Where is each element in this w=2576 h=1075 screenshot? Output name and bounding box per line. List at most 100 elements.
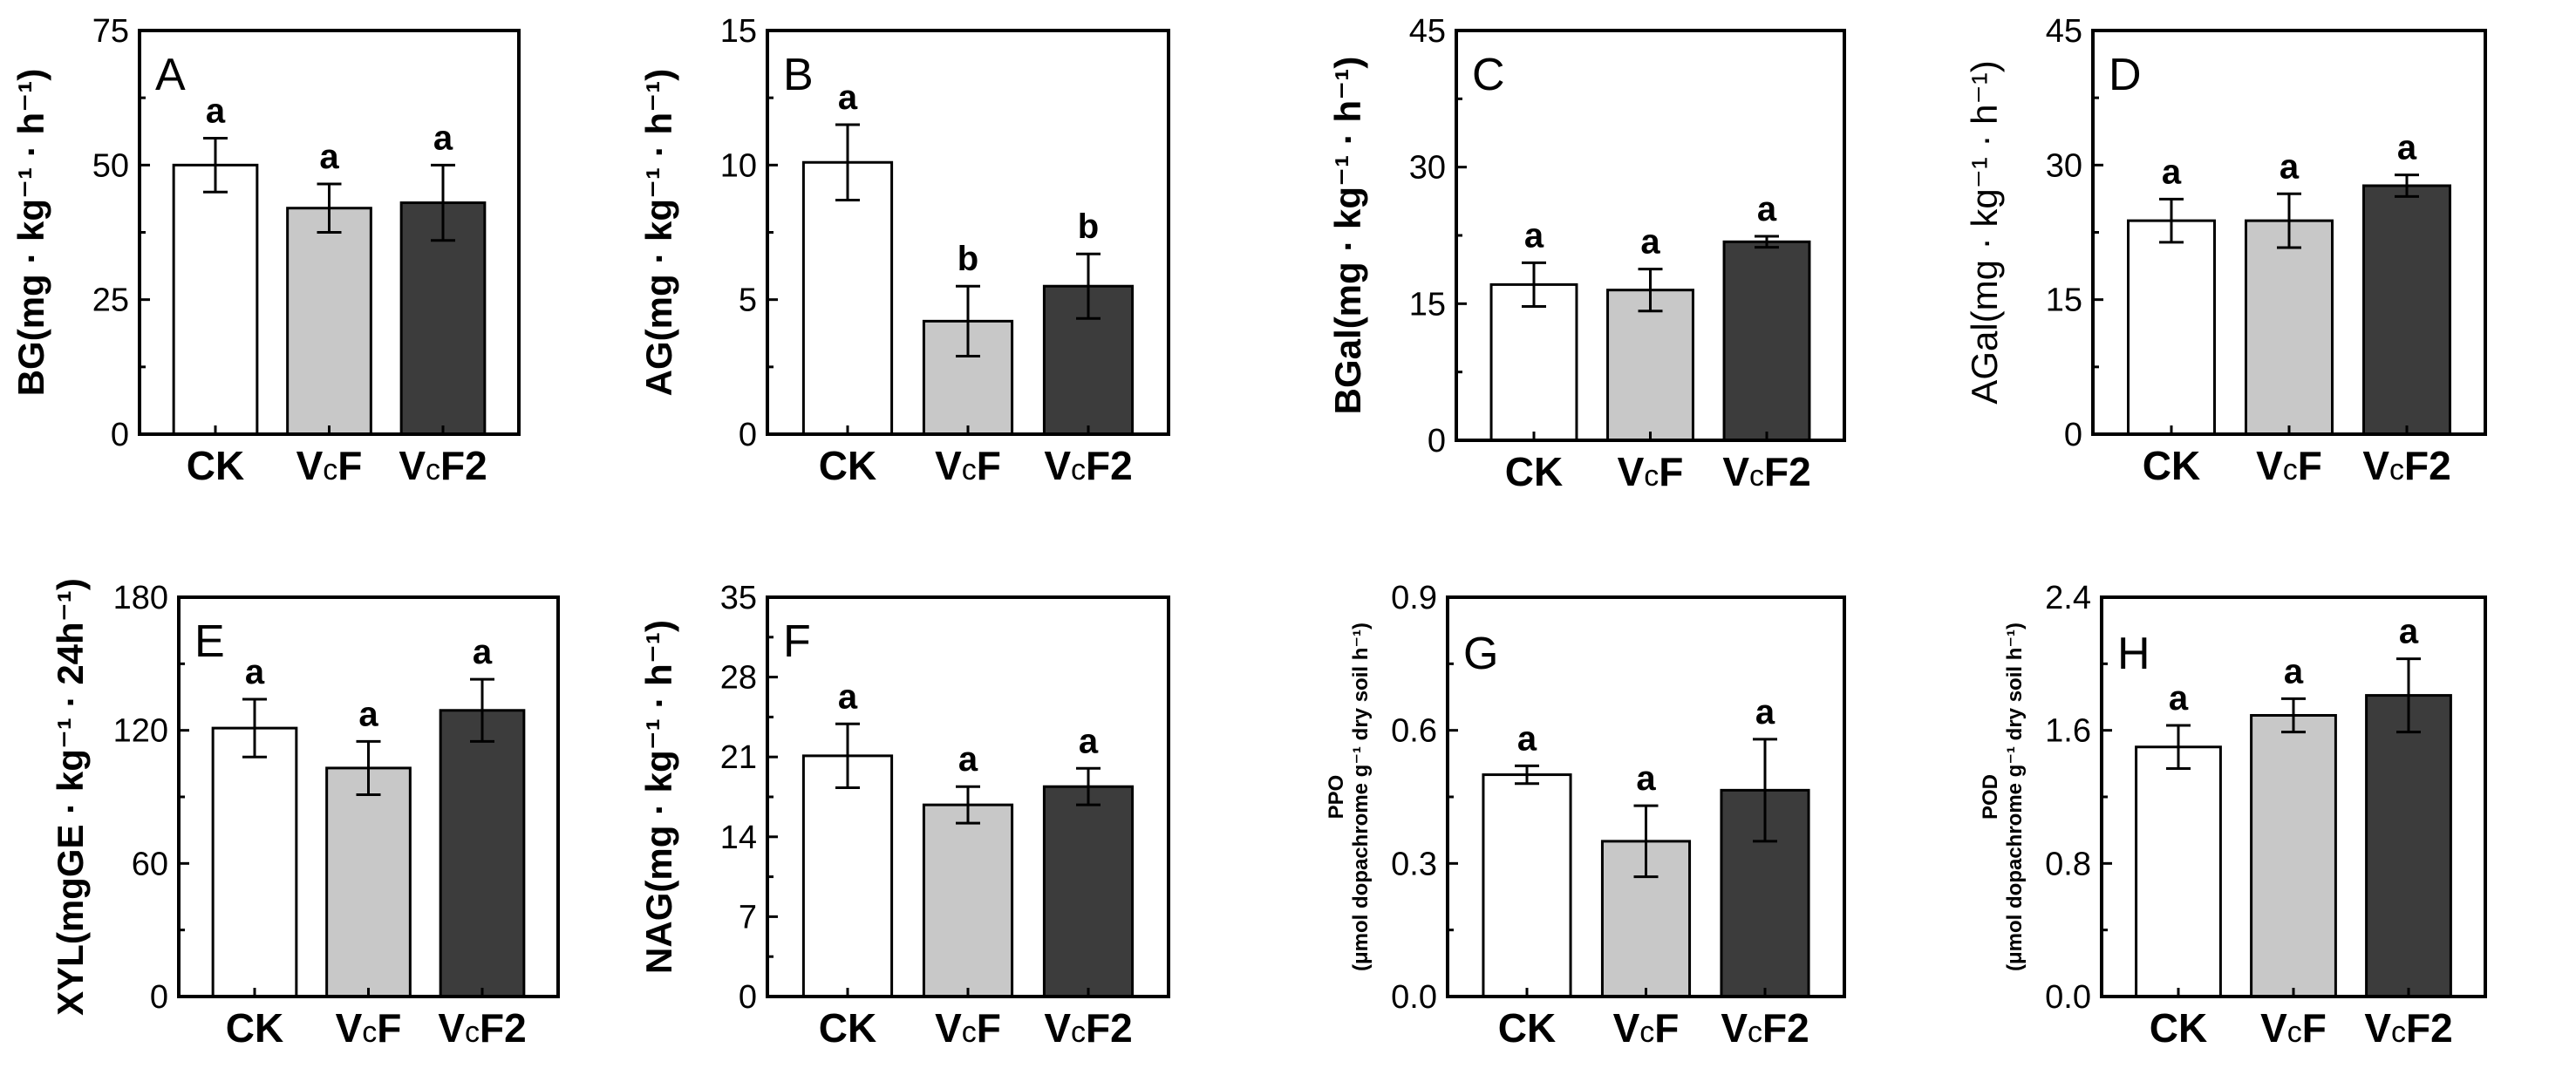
x-tick-label: VcF2 xyxy=(399,443,487,488)
bar-vcf xyxy=(2245,219,2334,436)
y-axis-label: AGal(mg · kg⁻¹ · h⁻¹) xyxy=(1964,60,2005,404)
x-tick-label: VcF xyxy=(2256,443,2322,488)
x-tick-label: CK xyxy=(1505,449,1563,494)
panel-g: a CK a VcF a VcF2 0.0 0.3 0.6 0.9 G PPO (μmol dopach… xyxy=(1325,580,1846,1051)
y-axis-label: NAG(mg · kg⁻¹ · h⁻¹) xyxy=(638,620,679,974)
y-tick-label: 0.9 xyxy=(1391,580,1437,616)
significance-letter: a xyxy=(473,633,493,671)
bar-vcf xyxy=(1606,289,1694,442)
significance-letter: a xyxy=(319,138,339,176)
panel-c: a CK a VcF a VcF2 0 15 30 45 C BGal(mg · kg⁻¹ · h⁻¹… xyxy=(1327,13,1846,494)
y-tick-label: 180 xyxy=(113,580,168,616)
x-tick-label: VcF2 xyxy=(1044,443,1132,488)
x-tick-label: CK xyxy=(2143,443,2200,488)
y-tick-label: 25 xyxy=(92,282,129,319)
significance-letter: a xyxy=(358,695,378,733)
panel-letter: D xyxy=(2109,50,2142,100)
x-tick-label: VcF xyxy=(1618,449,1684,494)
y-axis-label: AG(mg · kg⁻¹ · h⁻¹) xyxy=(638,69,679,397)
y-tick-label: 45 xyxy=(1409,13,1446,50)
y-tick-label: 0.0 xyxy=(1391,979,1437,1016)
bar-vcf2 xyxy=(2362,184,2451,436)
y-tick-label: 2.4 xyxy=(2045,580,2091,616)
y-tick-label: 50 xyxy=(92,147,129,184)
bar-ck xyxy=(2127,219,2216,436)
y-tick-label: 28 xyxy=(720,660,757,697)
significance-letter: a xyxy=(1636,759,1656,798)
x-tick-label: CK xyxy=(819,443,876,488)
x-tick-label: VcF2 xyxy=(2362,443,2450,488)
y-tick-label: 0 xyxy=(739,417,757,453)
y-tick-label: 15 xyxy=(720,13,757,50)
bar-vcf xyxy=(325,766,412,998)
x-tick-label: CK xyxy=(1498,1005,1556,1051)
x-tick-label: VcF xyxy=(296,443,363,488)
x-tick-label: VcF2 xyxy=(1721,1005,1809,1051)
y-tick-label: 1.6 xyxy=(2045,713,2091,750)
panel-letter: F xyxy=(783,616,811,667)
y-tick-label: 21 xyxy=(720,739,757,776)
bar-vcf xyxy=(922,803,1014,998)
y-tick-label: 7 xyxy=(739,899,757,936)
y-tick-label: 0.6 xyxy=(1391,713,1437,750)
significance-letter: a xyxy=(1757,190,1777,228)
significance-letter: b xyxy=(1078,208,1099,246)
significance-letter: a xyxy=(2397,129,2417,167)
significance-letter: a xyxy=(433,119,453,157)
y-tick-label: 10 xyxy=(720,147,757,184)
y-tick-label: 30 xyxy=(1409,150,1446,187)
y-axis-label: XYL(mgGE · kg⁻¹ · 24h⁻¹) xyxy=(50,578,91,1016)
panel-letter: A xyxy=(155,50,186,100)
y-axis-label-units: (μmol dopachrome g⁻¹ dry soil h⁻¹) xyxy=(1349,623,1373,971)
y-tick-label: 15 xyxy=(1409,286,1446,323)
y-tick-label: 14 xyxy=(720,820,757,856)
bar-ck xyxy=(172,163,259,436)
panel-letter: G xyxy=(1463,629,1498,679)
significance-letter: a xyxy=(1517,719,1537,758)
y-tick-label: 0 xyxy=(739,979,757,1016)
panel-f: a CK a VcF a VcF2 0 7 14 21 28 35 F NAG(mg · kg⁻¹ · h… xyxy=(638,580,1170,1051)
significance-letter: a xyxy=(2280,147,2300,186)
x-tick-label: CK xyxy=(819,1005,876,1051)
x-tick-label: VcF xyxy=(935,443,1001,488)
significance-letter: b xyxy=(957,240,978,278)
panel-letter: E xyxy=(194,616,225,667)
significance-letter: a xyxy=(838,677,858,716)
panel-letter: C xyxy=(1472,50,1505,100)
x-tick-label: VcF xyxy=(2260,1005,2327,1051)
y-axis-label: BG(mg · kg⁻¹ · h⁻¹) xyxy=(10,69,51,397)
y-tick-label: 0.0 xyxy=(2045,979,2091,1016)
panel-e: a CK a VcF a VcF2 0 60 120 180 E XYL(mgGE · kg⁻¹ · … xyxy=(50,578,560,1051)
bar-vcf2 xyxy=(1722,240,1811,442)
bar-vcf2 xyxy=(439,709,526,998)
y-axis-label-units: (μmol dopachrome g⁻¹ dry soil h⁻¹) xyxy=(2003,623,2027,971)
x-tick-label: VcF2 xyxy=(1044,1005,1132,1051)
x-tick-label: VcF xyxy=(336,1005,402,1051)
bar-vcf2 xyxy=(1042,785,1135,998)
x-tick-label: VcF2 xyxy=(438,1005,526,1051)
panel-b: a CK b VcF b VcF2 0 5 10 15 B AG(mg · kg⁻¹ · h⁻¹) xyxy=(638,13,1170,488)
y-tick-label: 75 xyxy=(92,13,129,50)
bar-vcf2 xyxy=(2365,694,2452,998)
x-tick-label: VcF2 xyxy=(1722,449,1810,494)
significance-letter: a xyxy=(1755,693,1775,731)
y-tick-label: 60 xyxy=(132,846,168,882)
significance-letter: a xyxy=(1079,722,1099,760)
significance-letter: a xyxy=(2169,679,2189,718)
y-tick-label: 120 xyxy=(113,713,168,750)
bar-vcf xyxy=(2250,713,2337,998)
bar-vcf xyxy=(286,207,372,436)
panel-a: a CK a VcF a VcF2 0 25 50 75 A BG(mg · kg⁻¹ · h⁻¹) xyxy=(10,13,521,488)
y-tick-label: 0.3 xyxy=(1391,846,1437,882)
bar-ck xyxy=(1489,282,1578,442)
significance-letter: a xyxy=(206,92,226,130)
y-tick-label: 35 xyxy=(720,580,757,616)
y-tick-label: 5 xyxy=(739,282,757,319)
significance-letter: a xyxy=(2162,153,2182,191)
bar-ck xyxy=(2135,745,2222,998)
y-tick-label: 0 xyxy=(2064,417,2082,453)
significance-letter: a xyxy=(958,740,978,779)
panel-letter: H xyxy=(2117,629,2150,679)
panel-h: a CK a VcF a VcF2 0.0 0.8 1.6 2.4 H POD (μmol dopach… xyxy=(1979,580,2487,1051)
